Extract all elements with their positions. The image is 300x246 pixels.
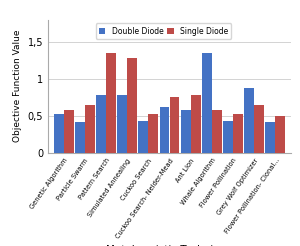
Bar <box>64 110 74 153</box>
Bar <box>233 114 243 153</box>
Bar <box>254 105 264 153</box>
Bar <box>127 58 137 153</box>
Bar <box>160 107 170 153</box>
Bar <box>181 110 191 153</box>
Bar <box>106 53 116 153</box>
Bar <box>266 122 275 153</box>
X-axis label: Metaheuristic Technique: Metaheuristic Technique <box>106 245 233 246</box>
Bar <box>85 105 95 153</box>
Bar <box>169 97 179 153</box>
Bar <box>244 88 254 153</box>
Legend: Double Diode, Single Diode: Double Diode, Single Diode <box>96 24 232 39</box>
Bar <box>54 114 64 153</box>
Bar <box>117 95 127 153</box>
Bar <box>148 114 158 153</box>
Bar <box>202 53 212 153</box>
Bar <box>138 121 148 153</box>
Bar <box>212 110 222 153</box>
Y-axis label: Objective Function Value: Objective Function Value <box>13 30 22 142</box>
Bar <box>75 122 85 153</box>
Bar <box>223 121 233 153</box>
Bar <box>275 116 285 153</box>
Bar <box>96 95 106 153</box>
Bar <box>191 95 201 153</box>
